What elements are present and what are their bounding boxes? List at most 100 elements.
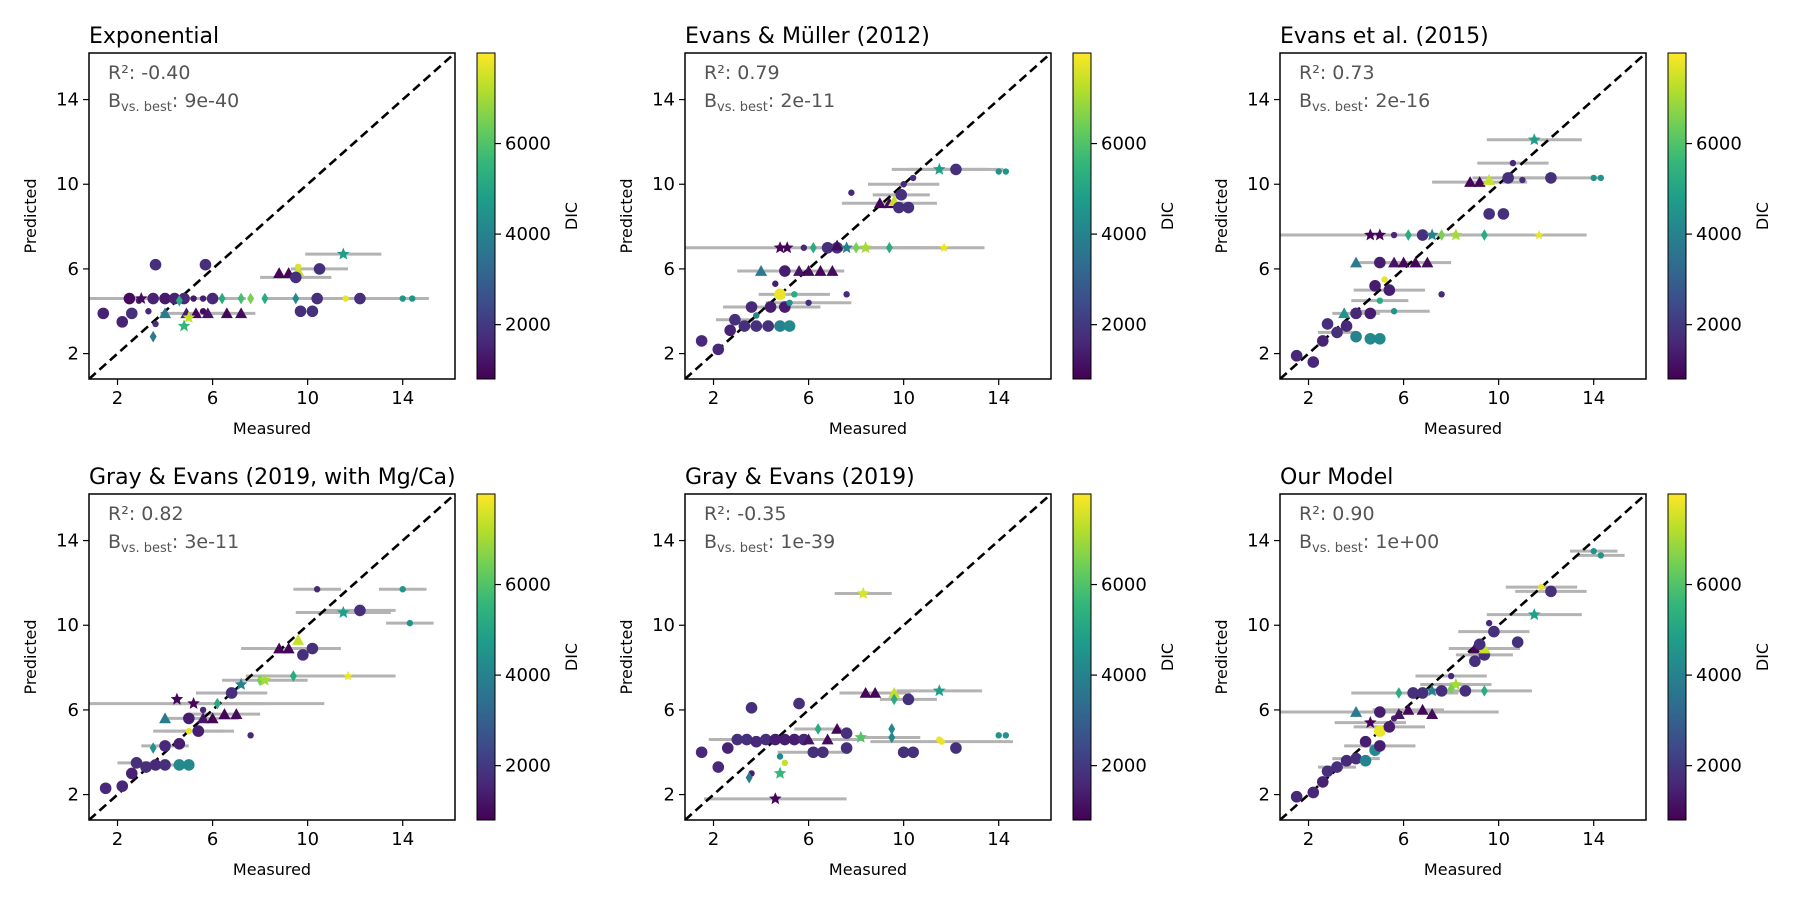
- identity-line: [685, 494, 1051, 820]
- data-point: [1402, 703, 1415, 715]
- data-point: [857, 586, 870, 599]
- data-point: [712, 761, 725, 773]
- data-point: [354, 292, 366, 305]
- data-point: [289, 670, 297, 682]
- x-tick-label: 6: [803, 388, 814, 409]
- data-point: [807, 746, 820, 759]
- data-point: [745, 301, 758, 313]
- data-point: [149, 742, 157, 754]
- y-tick-label: 2: [1259, 344, 1270, 365]
- data-point: [292, 634, 305, 645]
- data-point: [888, 686, 901, 698]
- data-point: [779, 733, 791, 746]
- y-axis-label: Predicted: [617, 619, 636, 694]
- colorbar-label: DIC: [1158, 202, 1177, 230]
- x-tick-label: 10: [892, 829, 915, 850]
- data-point: [1397, 256, 1410, 268]
- data-point: [721, 742, 734, 754]
- y-tick-label: 14: [1247, 90, 1270, 111]
- colorbar-tick-label: 6000: [1101, 134, 1147, 155]
- data-point: [745, 702, 758, 714]
- x-tick-label: 10: [1487, 388, 1510, 409]
- data-point: [750, 735, 763, 748]
- data-point: [772, 280, 779, 287]
- data-point: [995, 732, 1002, 739]
- data-point: [791, 291, 798, 298]
- r2-stat: R²: 0.90: [1299, 503, 1375, 525]
- data-point: [1480, 229, 1488, 241]
- bayes-factor-stat: Bvs. best: 9e-40: [108, 90, 239, 115]
- data-point: [724, 324, 736, 337]
- data-point: [306, 305, 319, 318]
- plot-area: [89, 494, 455, 820]
- data-point: [939, 242, 949, 252]
- data-point: [292, 292, 300, 305]
- data-point: [199, 706, 207, 714]
- r2-stat: R²: 0.82: [108, 503, 184, 525]
- data-point: [1447, 682, 1455, 695]
- data-point: [159, 759, 171, 771]
- data-point: [343, 670, 353, 681]
- data-point: [1438, 291, 1445, 298]
- plot-frame: [684, 493, 1052, 821]
- data-point: [890, 693, 898, 706]
- y-tick-label: 10: [652, 174, 675, 195]
- data-point: [1383, 284, 1396, 296]
- data-point: [225, 687, 238, 699]
- y-axis-label: Predicted: [21, 178, 40, 253]
- data-point: [1340, 320, 1353, 332]
- y-tick-label: 14: [652, 531, 675, 552]
- data-point: [247, 732, 254, 739]
- data-point: [1331, 326, 1343, 339]
- data-point: [1485, 619, 1493, 627]
- data-point: [995, 168, 1002, 175]
- data-point: [821, 241, 834, 254]
- colorbar-tick-label: 4000: [505, 224, 551, 245]
- data-point: [187, 697, 200, 709]
- identity-line: [1280, 53, 1646, 379]
- data-point: [1483, 174, 1496, 185]
- data-point: [909, 174, 917, 182]
- data-point: [1364, 307, 1377, 320]
- plot-frame: [1279, 493, 1647, 821]
- data-point: [261, 292, 269, 305]
- data-point: [199, 258, 212, 271]
- data-point: [177, 319, 191, 332]
- y-tick-label: 6: [1259, 700, 1270, 721]
- y-tick-label: 10: [652, 615, 675, 636]
- data-point: [773, 766, 787, 779]
- data-point: [1425, 684, 1439, 697]
- data-point: [695, 746, 708, 759]
- data-point: [814, 265, 827, 276]
- data-point: [406, 619, 414, 627]
- data-point: [902, 693, 915, 706]
- data-point: [230, 708, 243, 719]
- x-axis-label: Measured: [829, 419, 907, 438]
- data-point: [213, 697, 221, 710]
- data-point: [1416, 687, 1429, 699]
- data-point: [294, 305, 307, 318]
- data-point: [760, 733, 772, 746]
- data-point: [1307, 356, 1320, 368]
- data-point: [1350, 752, 1362, 765]
- data-point: [936, 736, 943, 743]
- x-tick-label: 10: [296, 388, 319, 409]
- data-point: [234, 677, 248, 690]
- data-point: [1416, 703, 1429, 715]
- data-point: [173, 759, 186, 771]
- y-tick-label: 14: [652, 90, 675, 111]
- data-point: [1502, 172, 1514, 184]
- x-tick-label: 14: [987, 829, 1010, 850]
- data-point: [888, 731, 896, 744]
- data-point: [218, 292, 226, 305]
- x-tick-label: 2: [708, 388, 719, 409]
- data-point: [1374, 706, 1386, 718]
- y-tick-label: 10: [56, 174, 79, 195]
- data-point: [888, 723, 896, 735]
- data-point: [764, 301, 777, 313]
- x-tick-label: 6: [1398, 388, 1409, 409]
- x-tick-label: 2: [708, 829, 719, 850]
- y-axis-label: Predicted: [1212, 178, 1231, 253]
- data-point: [282, 642, 295, 654]
